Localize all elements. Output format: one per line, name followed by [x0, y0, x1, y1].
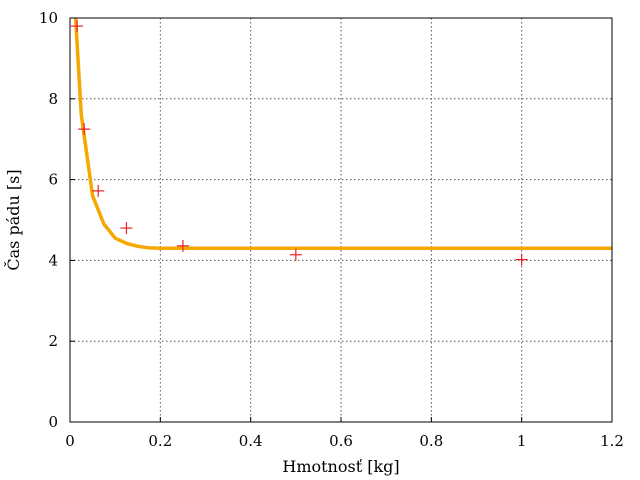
ticks: 0 0.2 0.4 0.6 0.8 1 1.2 0 2 4 6 8 10	[39, 9, 624, 450]
y-tick-label: 2	[48, 332, 58, 350]
y-tick-label: 10	[39, 9, 58, 27]
x-tick-label: 0.4	[239, 432, 263, 450]
series-layer	[71, 18, 612, 266]
x-tick-label: 0.2	[148, 432, 172, 450]
x-tick-label: 0	[65, 432, 75, 450]
fit-curve	[73, 18, 612, 251]
data-point-marker	[92, 184, 105, 197]
data-point-marker	[120, 222, 133, 235]
x-tick-label: 1	[517, 432, 527, 450]
data-point-marker	[289, 248, 302, 261]
data-point-marker	[515, 253, 528, 266]
y-tick-label: 6	[48, 171, 58, 189]
data-point-marker	[71, 20, 84, 33]
x-tick-label: 1.2	[600, 432, 624, 450]
y-tick-label: 8	[48, 90, 58, 108]
x-tick-label: 0.8	[419, 432, 443, 450]
data-point-marker	[78, 123, 91, 136]
grid	[70, 18, 612, 422]
x-axis-title: Hmotnosť [kg]	[282, 457, 399, 476]
y-tick-label: 0	[48, 413, 58, 431]
x-tick-label: 0.6	[329, 432, 353, 450]
y-axis-title: Čas pádu [s]	[3, 169, 23, 270]
data-point-marker	[176, 239, 189, 252]
y-tick-label: 4	[48, 251, 58, 269]
